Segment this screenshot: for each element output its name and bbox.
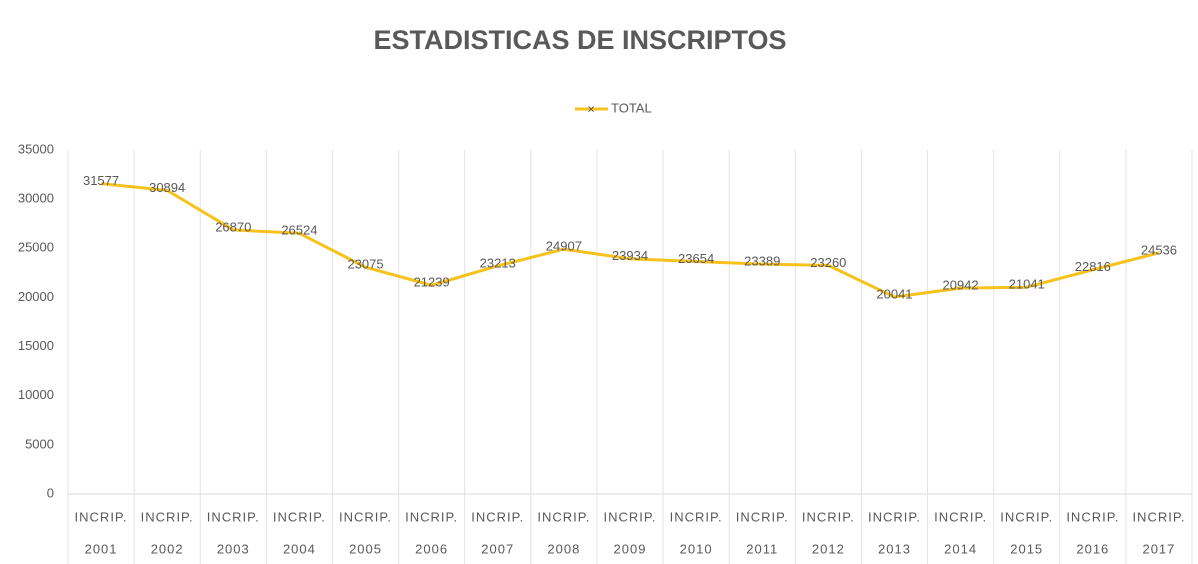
x-tick-label: 2013 [878, 541, 911, 556]
y-tick-label: 10000 [18, 387, 54, 402]
x-tick-label: INCRIP. [471, 509, 524, 524]
x-tick-label: INCRIP. [141, 509, 194, 524]
x-tick-label: 2003 [217, 541, 250, 556]
x-tick-label: INCRIP. [405, 509, 458, 524]
legend-label: TOTAL [611, 100, 652, 115]
x-tick-label: 2009 [614, 541, 647, 556]
x-tick-label: 2010 [680, 541, 713, 556]
x-tick-label: INCRIP. [604, 509, 657, 524]
data-label: 23389 [744, 254, 780, 269]
x-tick-label: 2016 [1076, 541, 1109, 556]
data-label: 20041 [876, 286, 912, 301]
y-tick-label: 5000 [25, 436, 54, 451]
data-label: 31577 [83, 173, 119, 188]
data-label: 20942 [943, 278, 979, 293]
x-tick-label: INCRIP. [1066, 509, 1119, 524]
x-tick-label: 2008 [547, 541, 580, 556]
data-label: 24907 [546, 239, 582, 254]
data-label: 23260 [810, 255, 846, 270]
x-tick-label: INCRIP. [868, 509, 921, 524]
x-tick-label: INCRIP. [802, 509, 855, 524]
x-tick-label: 2005 [349, 541, 382, 556]
legend-marker: × [587, 101, 595, 116]
data-label: 26524 [281, 223, 317, 238]
line [100, 182, 1160, 299]
x-tick-label: INCRIP. [736, 509, 789, 524]
x-tick-label: 2001 [85, 541, 118, 556]
data-label: 23654 [678, 251, 714, 266]
data-label: 30894 [149, 180, 185, 195]
y-tick-label: 15000 [18, 338, 54, 353]
x-tick-label: INCRIP. [1132, 509, 1185, 524]
data-label: 23934 [612, 248, 648, 263]
y-tick-label: 0 [47, 485, 54, 500]
chart-title: ESTADISTICAS DE INSCRIPTOS [373, 25, 786, 55]
data-label: 24536 [1141, 242, 1177, 257]
y-tick-label: 20000 [18, 289, 54, 304]
data-label: 21041 [1009, 277, 1045, 292]
x-tick-label: INCRIP. [339, 509, 392, 524]
y-tick-label: 35000 [18, 141, 54, 156]
x-tick-label: 2006 [415, 541, 448, 556]
data-label: 23213 [480, 255, 516, 270]
x-tick-label: 2002 [151, 541, 184, 556]
x-tick-label: 2014 [944, 541, 977, 556]
x-tick-label: INCRIP. [670, 509, 723, 524]
x-tick-label: INCRIP. [537, 509, 590, 524]
x-tick-label: 2011 [746, 541, 778, 556]
x-tick-label: INCRIP. [273, 509, 326, 524]
x-tick-label: 2007 [481, 541, 514, 556]
x-tick-label: INCRIP. [207, 509, 260, 524]
y-tick-label: 25000 [18, 240, 54, 255]
x-tick-label: 2012 [812, 541, 845, 556]
data-label: 23075 [347, 257, 383, 272]
data-label: 22816 [1075, 259, 1111, 274]
data-label: 21239 [414, 275, 450, 290]
x-tick-label: 2015 [1010, 541, 1043, 556]
x-tick-label: 2004 [283, 541, 316, 556]
y-tick-label: 30000 [18, 191, 54, 206]
x-tick-label: INCRIP. [934, 509, 987, 524]
data-label: 26870 [215, 219, 251, 234]
x-tick-label: INCRIP. [1000, 509, 1053, 524]
x-tick-label: 2017 [1142, 541, 1175, 556]
x-tick-label: INCRIP. [75, 509, 128, 524]
